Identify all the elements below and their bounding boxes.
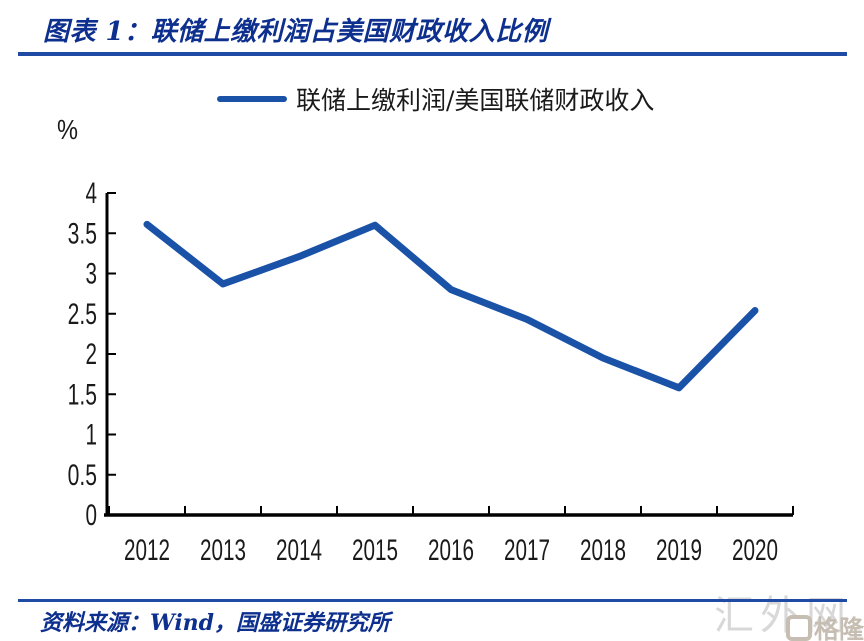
watermark-small: 格隆汇	[786, 610, 864, 641]
legend-line-swatch	[217, 96, 287, 102]
y-tick-label: 3	[86, 258, 98, 291]
x-tick-label: 2014	[276, 534, 322, 567]
footer-rule	[18, 599, 847, 602]
y-tick-label: 2.5	[68, 298, 97, 331]
y-tick-label: 2	[86, 338, 98, 371]
x-tick-label: 2019	[656, 534, 702, 567]
x-tick-label: 2012	[124, 534, 170, 567]
y-tick-label: 0	[86, 499, 98, 532]
figure-title: 图表 1：联储上缴利润占美国财政收入比例	[43, 17, 549, 47]
x-tick-label: 2018	[580, 534, 626, 567]
legend-label: 联储上缴利润/美国联储财政收入	[296, 86, 655, 115]
y-tick-label: 1.5	[68, 378, 97, 411]
chart-legend: 联储上缴利润/美国联储财政收入	[217, 84, 655, 115]
y-tick-label: 3.5	[68, 217, 97, 250]
y-axis-unit-label: %	[57, 114, 78, 145]
watermark-logo-icon	[786, 615, 812, 641]
y-tick-label: 1	[86, 419, 98, 452]
x-tick-label: 2020	[732, 534, 778, 567]
series-line	[143, 220, 759, 392]
x-tick-label: 2017	[504, 534, 550, 567]
y-tick-label: 0.5	[68, 459, 97, 492]
source-note: 资料来源：Wind，国盛证券研究所	[40, 610, 391, 636]
x-tick-label: 2016	[428, 534, 474, 567]
x-tick-label: 2015	[352, 534, 398, 567]
y-tick-label: 4	[86, 177, 98, 210]
watermark-small-text: 格隆汇	[814, 615, 864, 641]
x-tick-label: 2013	[200, 534, 246, 567]
title-rule	[18, 52, 847, 56]
